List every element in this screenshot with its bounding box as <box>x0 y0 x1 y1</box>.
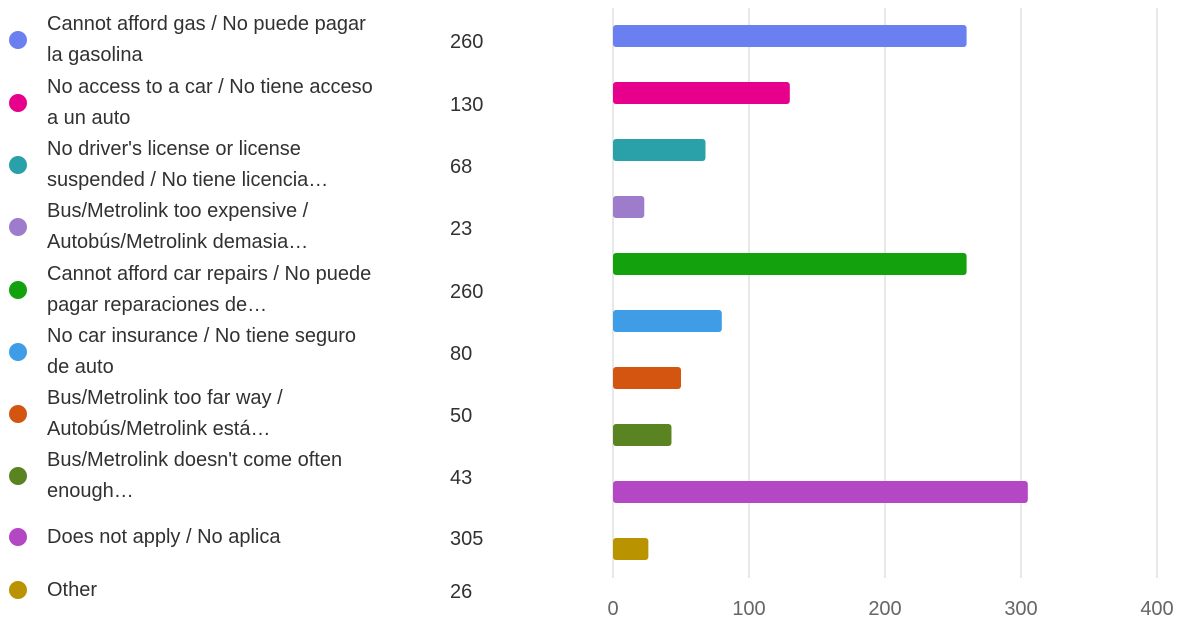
bar <box>613 25 967 47</box>
legend-label: Cannot afford car repairs / No puede pag… <box>47 263 372 316</box>
count-label: 50 <box>450 405 473 427</box>
count-label: 43 <box>450 467 473 489</box>
x-tick-label: 300 <box>1004 598 1037 620</box>
bar <box>613 367 681 389</box>
bar <box>613 481 1028 503</box>
legend-label: No access to a car / No tiene acceso a u… <box>47 76 373 129</box>
legend-label: Other <box>47 578 98 601</box>
legend-dot <box>9 94 27 112</box>
x-tick-label: 100 <box>732 598 765 620</box>
bar <box>613 196 645 218</box>
count-label: 260 <box>450 31 484 53</box>
legend-dot <box>9 581 27 599</box>
bar <box>613 139 706 161</box>
x-tick-label: 200 <box>868 598 901 620</box>
legend-label: Bus/Metrolink doesn't come often enough… <box>47 449 343 502</box>
count-label: 305 <box>450 528 484 550</box>
legend-dot <box>9 218 27 236</box>
bar <box>613 538 649 560</box>
x-tick-label: 400 <box>1140 598 1173 620</box>
legend-label: Cannot afford gas / No puede pagar la ga… <box>47 13 366 66</box>
count-label: 68 <box>450 156 473 178</box>
count-label: 26 <box>450 581 473 603</box>
count-label: 23 <box>450 218 473 240</box>
bar <box>613 424 672 446</box>
bar <box>613 82 790 104</box>
legend-dot <box>9 343 27 361</box>
count-label: 80 <box>450 343 473 365</box>
legend-label: No driver's license or license suspended… <box>47 138 329 191</box>
legend-dot <box>9 405 27 423</box>
legend-label: Bus/Metrolink too far way / Autobús/Metr… <box>47 387 283 440</box>
bar <box>613 310 722 332</box>
count-label: 130 <box>450 94 484 116</box>
count-label: 260 <box>450 281 484 303</box>
legend-dot <box>9 31 27 49</box>
legend-label: No car insurance / No tiene seguro de au… <box>47 325 357 378</box>
legend-label: Bus/Metrolink too expensive / Autobús/Me… <box>47 200 309 253</box>
x-tick-label: 0 <box>607 598 618 620</box>
legend-dot <box>9 467 27 485</box>
legend-dot <box>9 156 27 174</box>
legend-dot <box>9 528 27 546</box>
legend-dot <box>9 281 27 299</box>
legend-label: Does not apply / No aplica <box>47 525 281 548</box>
bar <box>613 253 967 275</box>
